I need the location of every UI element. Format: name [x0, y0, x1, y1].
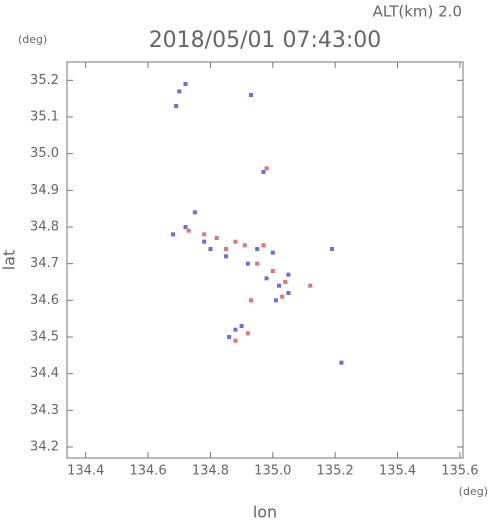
point	[330, 247, 335, 251]
y-tick-label: 34.4	[30, 366, 59, 381]
y-tick-label: 35.2	[30, 73, 59, 88]
y-tick-label: 34.7	[30, 256, 59, 271]
point	[208, 247, 213, 251]
y-tick-label: 35.0	[30, 146, 59, 161]
point	[280, 294, 285, 299]
y-tick-label: 34.3	[30, 403, 59, 418]
x-tick-label: 135.2	[317, 464, 354, 479]
y-tick-label: 34.2	[30, 440, 59, 455]
point	[174, 104, 179, 108]
x-tick-label: 134.8	[192, 464, 229, 479]
point	[214, 236, 219, 240]
y-tick-label: 34.6	[30, 293, 59, 308]
chart-title: 2018/05/01 07:43:00	[149, 28, 382, 53]
point	[202, 239, 207, 244]
point	[186, 228, 191, 233]
y-axis-label: lat	[0, 250, 19, 271]
y-tick-label: 34.9	[30, 183, 59, 198]
point	[233, 239, 238, 244]
point	[286, 291, 291, 295]
point	[286, 272, 291, 277]
x-tick-label: 135.0	[254, 464, 291, 479]
annotation: ALT(km) 2.0	[373, 3, 462, 21]
point	[339, 360, 344, 365]
point	[248, 298, 253, 303]
point	[183, 82, 188, 86]
point	[224, 254, 229, 259]
point	[177, 89, 182, 94]
x-tick-label: 134.4	[67, 464, 104, 479]
point	[255, 247, 260, 251]
point	[171, 232, 176, 237]
point	[239, 324, 244, 328]
point	[233, 327, 238, 332]
y-unit: (deg)	[18, 33, 47, 46]
point	[192, 210, 197, 215]
point	[264, 276, 269, 281]
x-unit: (deg)	[459, 485, 488, 498]
point	[227, 335, 232, 339]
point	[242, 243, 247, 248]
point	[245, 331, 250, 336]
y-tick-label: 34.5	[30, 330, 59, 345]
y-tick-label: 34.8	[30, 220, 59, 235]
point	[245, 261, 250, 266]
x-axis-label: lon	[253, 503, 277, 521]
point	[255, 261, 260, 266]
point	[283, 280, 288, 284]
plot-frame	[66, 61, 464, 459]
point	[202, 232, 207, 237]
point	[270, 269, 275, 273]
point	[308, 283, 313, 288]
point	[261, 243, 266, 248]
x-tick-label: 135.4	[379, 464, 416, 479]
y-tick-label: 35.1	[30, 110, 59, 125]
point	[233, 338, 238, 343]
point	[277, 283, 282, 288]
point	[248, 93, 253, 97]
x-tick-label: 135.6	[441, 464, 478, 479]
point	[183, 225, 188, 229]
point	[273, 298, 278, 303]
point	[261, 170, 266, 174]
point	[264, 166, 269, 171]
point	[270, 250, 275, 255]
point	[224, 247, 229, 251]
x-tick-label: 134.6	[129, 464, 166, 479]
